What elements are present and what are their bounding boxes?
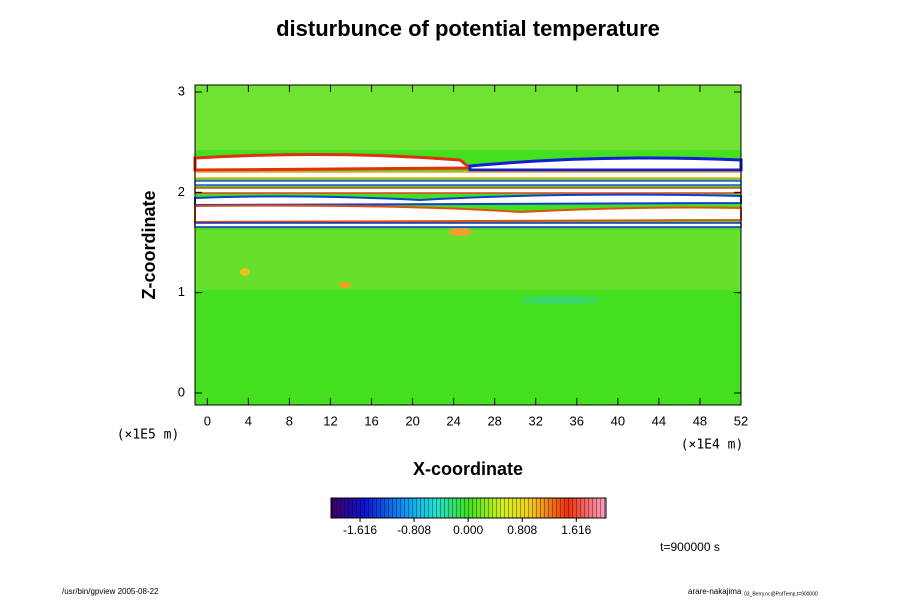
x-tick-label: 16: [364, 413, 378, 428]
colorbar-tick-label: 0.808: [507, 523, 537, 537]
x-tick-label: 36: [570, 413, 584, 428]
footer-right: arare-nakajima: [688, 587, 742, 596]
colorbar-tick-label: 1.616: [561, 523, 591, 537]
field-band: [194, 222, 742, 228]
x-unit: (×1E4 m): [681, 438, 744, 453]
field-region: [195, 85, 741, 150]
field-region: [195, 230, 741, 290]
y-tick-label: 3: [178, 83, 185, 98]
x-tick-label: 0: [204, 413, 211, 428]
field-band: [194, 187, 742, 194]
colorbar-frame: [330, 497, 607, 519]
x-tick-label: 24: [446, 413, 460, 428]
x-axis-label: X-coordinate: [413, 459, 523, 479]
x-tick-label: 28: [487, 413, 501, 428]
x-tick-label: 20: [405, 413, 419, 428]
time-label: t=900000 s: [660, 540, 720, 554]
y-tick-label: 1: [178, 284, 185, 299]
y-axis-label: Z-coordinate: [139, 190, 159, 299]
plot-frame: [194, 84, 742, 406]
field-band: [193, 152, 475, 172]
colorbar-tick-label: -0.808: [397, 523, 431, 537]
chart-title: disturbunce of potential temperature: [276, 16, 660, 41]
field-band: [194, 180, 742, 186]
field-band: [194, 171, 742, 179]
footer-right-small: 03_Berry.nc@PotTemp,t=900000: [744, 591, 818, 597]
x-tick-label: 4: [245, 413, 252, 428]
field-band: [194, 204, 742, 224]
y-unit: (×1E5 m): [117, 428, 180, 443]
field-band: [194, 193, 742, 207]
colorbar-tick-label: 0.000: [453, 523, 483, 537]
footer-left: /usr/bin/gpview 2005-08-22: [62, 587, 159, 596]
x-tick-label: 40: [611, 413, 625, 428]
field-blob: [339, 282, 351, 288]
x-tick-label: 44: [652, 413, 666, 428]
x-tick-label: 32: [529, 413, 543, 428]
y-tick-label: 0: [178, 384, 185, 399]
x-tick-label: 52: [734, 413, 748, 428]
field-blob: [520, 296, 600, 304]
x-tick-label: 12: [323, 413, 337, 428]
y-tick-label: 2: [178, 184, 185, 199]
field-blob: [240, 268, 250, 276]
x-tick-label: 8: [286, 413, 293, 428]
field-blob: [448, 228, 472, 236]
colorbar-tick-label: -1.616: [343, 523, 377, 537]
x-tick-label: 48: [693, 413, 707, 428]
field: [193, 84, 743, 406]
